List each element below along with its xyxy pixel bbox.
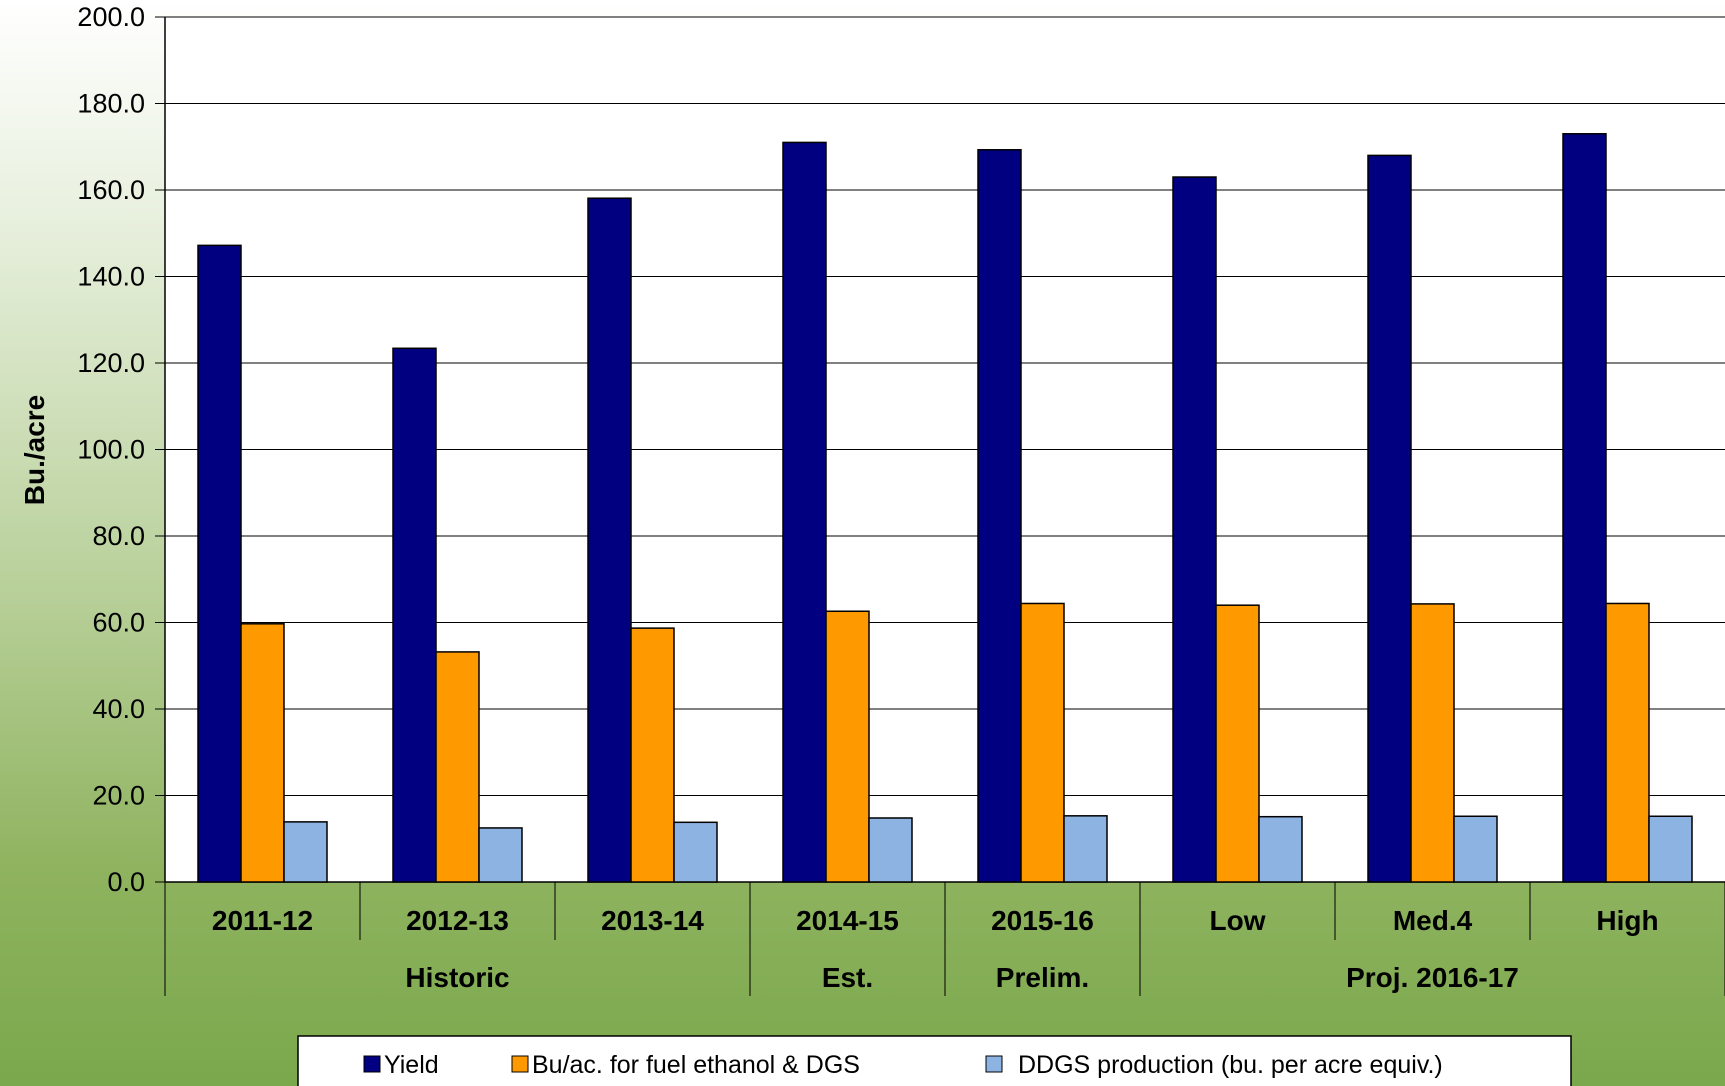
legend-box xyxy=(297,1035,1572,1086)
x-tick-label: 2015-16 xyxy=(991,905,1094,936)
bar xyxy=(1172,176,1217,883)
x-tick-label: Low xyxy=(1210,905,1266,936)
legend-label: Bu/ac. for fuel ethanol & DGS xyxy=(532,1051,860,1079)
bar xyxy=(283,821,328,883)
bar xyxy=(1215,604,1260,883)
x-tick-label: 2011-12 xyxy=(212,905,313,936)
bar xyxy=(1648,815,1693,883)
bar xyxy=(1063,815,1108,883)
y-tick-label: 20.0 xyxy=(92,781,145,811)
group-label: Proj. 2016-17 xyxy=(1346,962,1519,993)
y-tick-label: 100.0 xyxy=(77,435,145,465)
bar xyxy=(1562,133,1607,883)
legend-label: DDGS production (bu. per acre equiv.) xyxy=(1018,1051,1443,1079)
bar xyxy=(825,610,870,883)
bar xyxy=(478,827,523,883)
group-label: Prelim. xyxy=(996,962,1089,993)
y-tick-label: 80.0 xyxy=(92,521,145,551)
y-tick-label: 120.0 xyxy=(77,348,145,378)
y-tick-label: 160.0 xyxy=(77,175,145,205)
bar xyxy=(1367,154,1412,883)
bar xyxy=(1020,602,1065,883)
bar xyxy=(868,817,913,883)
x-tick-label: 2012-13 xyxy=(406,905,509,936)
bar xyxy=(782,141,827,883)
bar xyxy=(630,627,675,883)
bar xyxy=(197,244,242,883)
bar xyxy=(1410,603,1455,883)
bar xyxy=(435,651,480,883)
bar xyxy=(1258,815,1303,883)
legend-label: Yield xyxy=(384,1051,439,1079)
bar xyxy=(392,347,437,883)
legend-swatch xyxy=(985,1055,1003,1073)
y-tick-label: 140.0 xyxy=(77,262,145,292)
legend: Yield Bu/ac. for fuel ethanol & DGS DDGS p… xyxy=(297,1035,1572,1086)
y-tick-label: 60.0 xyxy=(92,608,145,638)
y-tick-label: 200.0 xyxy=(77,2,145,32)
bar xyxy=(1453,815,1498,883)
x-tick-label: 2013-14 xyxy=(601,905,704,936)
legend-swatch xyxy=(511,1055,529,1073)
bar xyxy=(673,821,718,883)
x-tick-label: Med.4 xyxy=(1393,905,1473,936)
bar xyxy=(977,149,1022,883)
group-label: Historic xyxy=(405,962,509,993)
y-axis-label: Bu./acre xyxy=(19,395,50,506)
bars xyxy=(197,133,1693,883)
x-tick-label: 2014-15 xyxy=(796,905,899,936)
bar xyxy=(240,623,285,883)
bar xyxy=(1605,602,1650,883)
y-tick-label: 0.0 xyxy=(107,867,145,897)
y-tick-label: 40.0 xyxy=(92,694,145,724)
group-label: Est. xyxy=(822,962,873,993)
bar xyxy=(587,197,632,883)
x-tick-label: High xyxy=(1596,905,1658,936)
legend-swatch xyxy=(363,1055,381,1073)
y-tick-label: 180.0 xyxy=(77,89,145,119)
axis-labels: 0.0 20.0 40.0 60.0 80.0 100.0 120.0 140.0 160.0 1… xyxy=(77,2,1658,993)
